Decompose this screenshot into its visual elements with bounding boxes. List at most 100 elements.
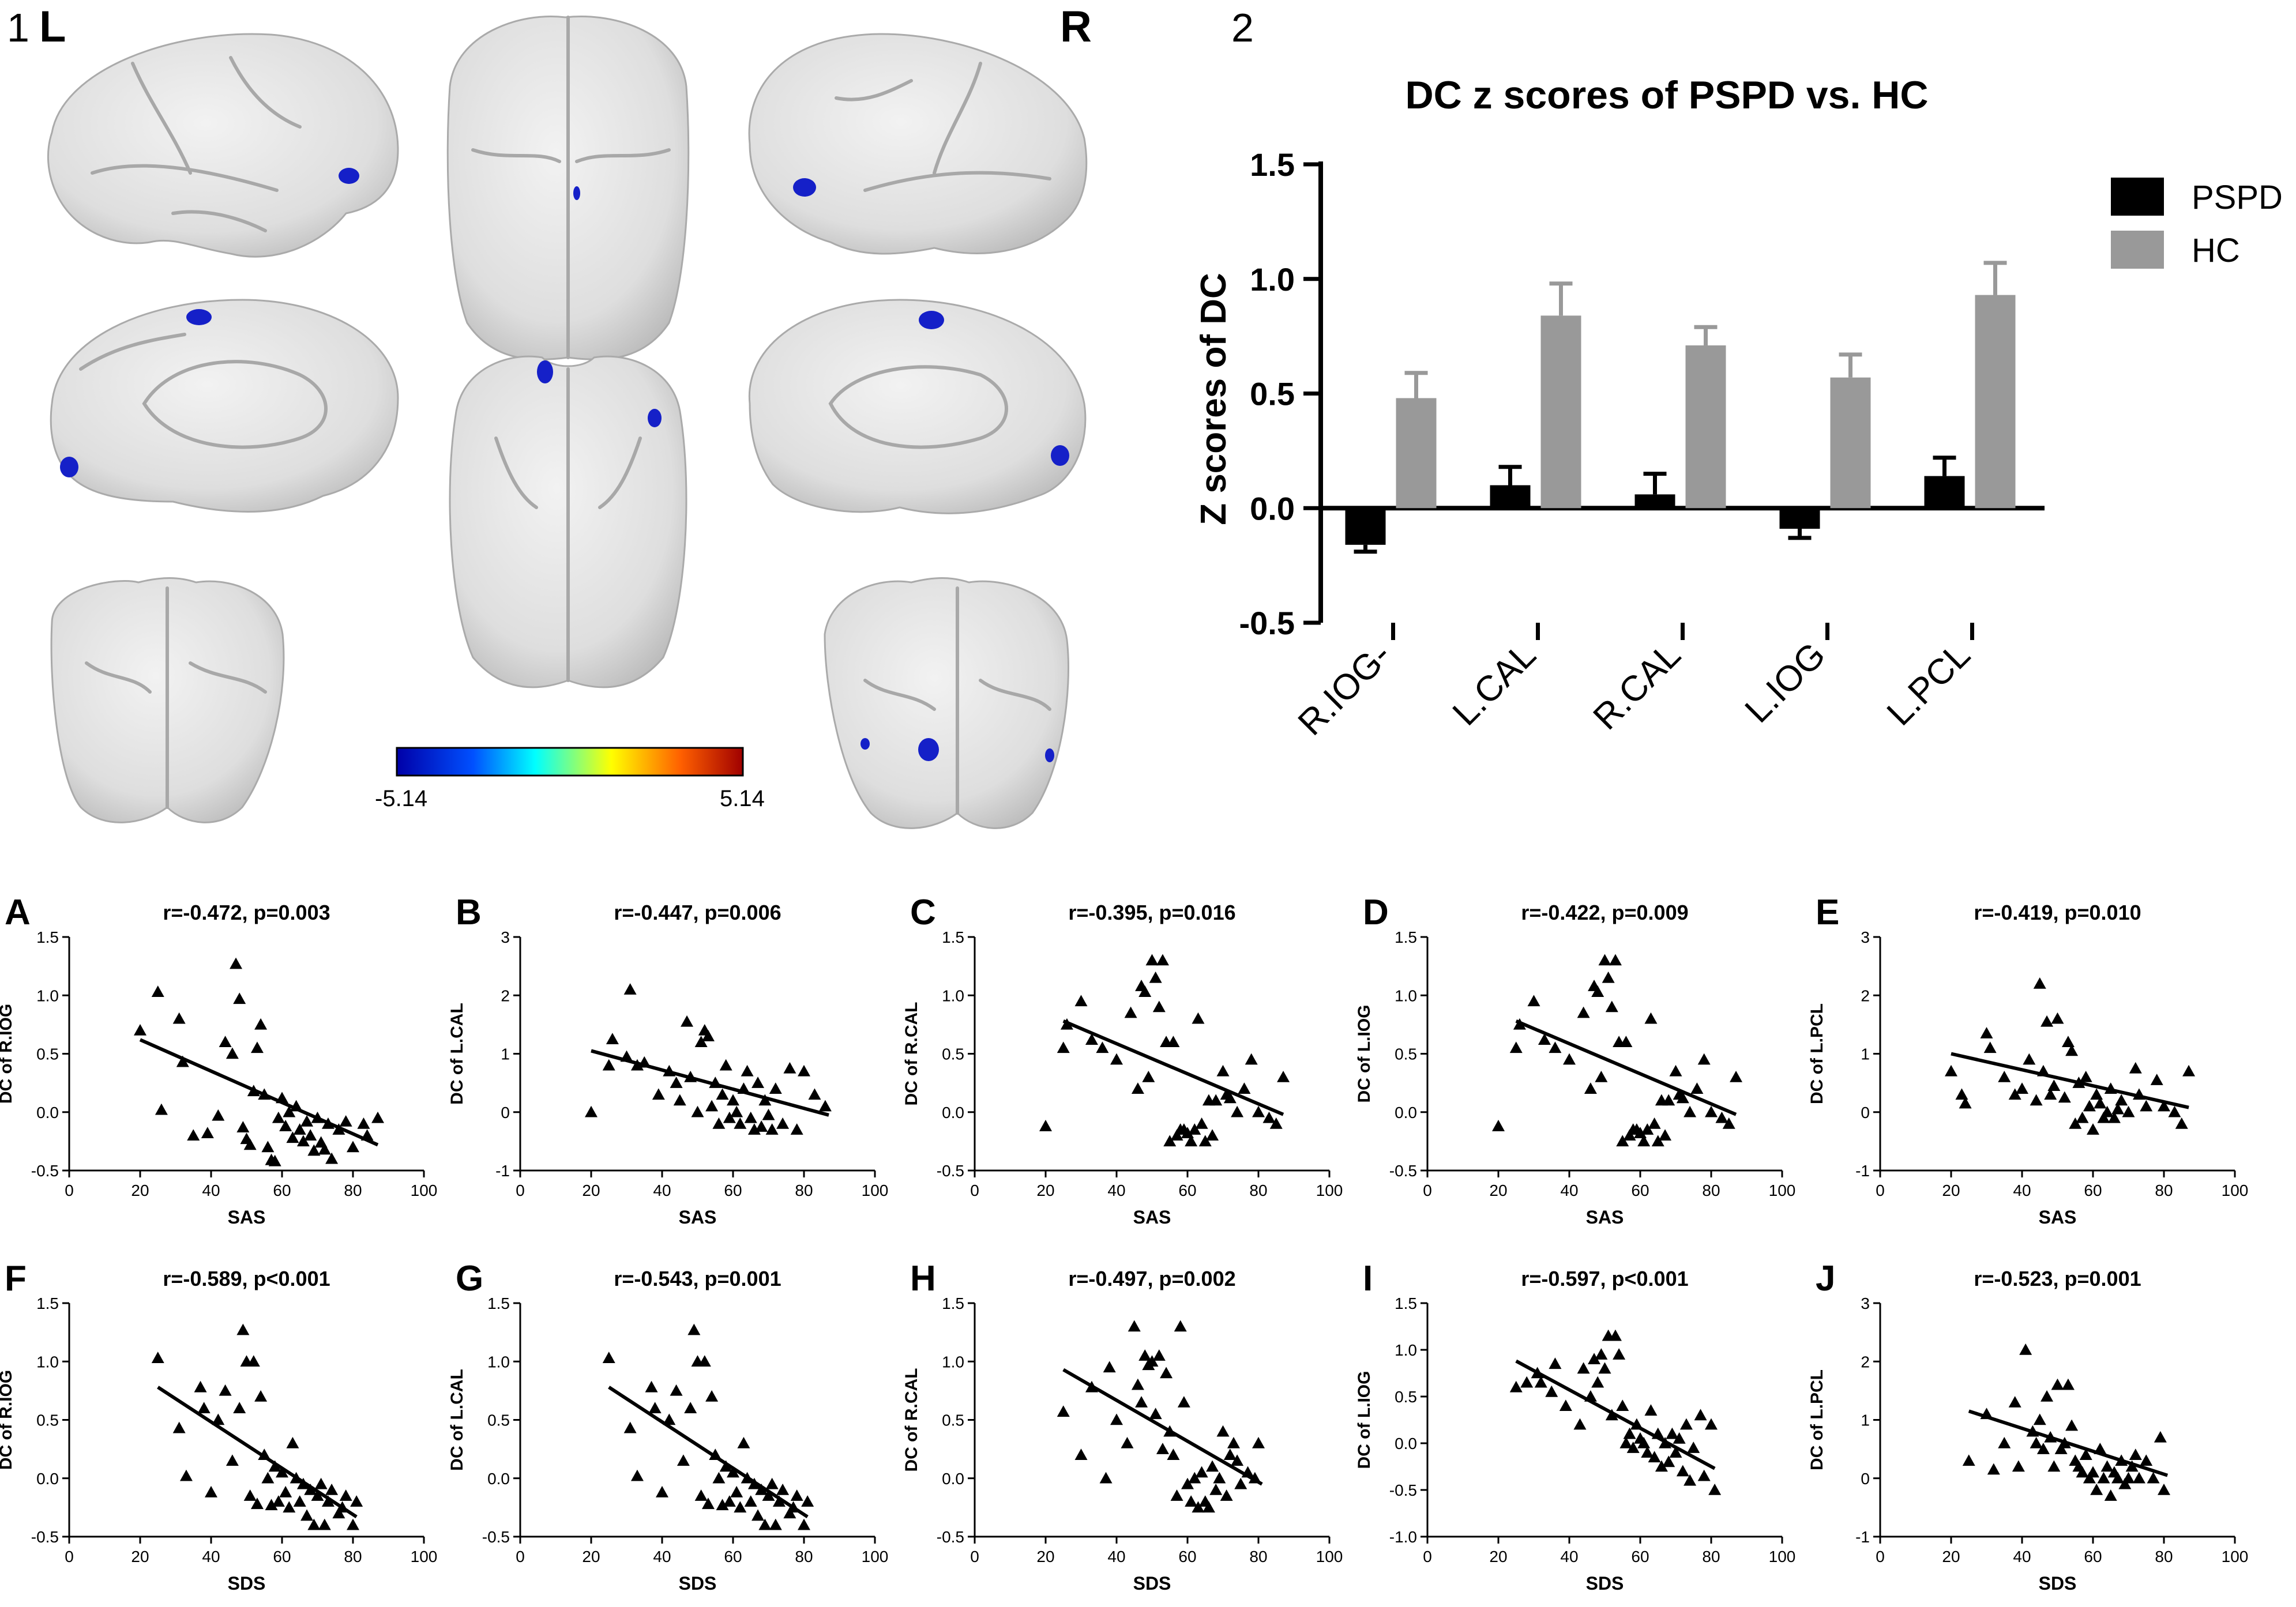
scatter-ytick-label: -0.5 [937,1528,964,1546]
scatter-point [765,1477,779,1489]
scatter-point [1959,1097,1972,1109]
scatter-point [2051,1378,2064,1390]
scatter-point [1216,1064,1230,1077]
scatter-xtick-label: 0 [516,1548,525,1565]
scatter-point [172,1421,186,1433]
scatter-ytick-label: 0 [1861,1470,1870,1488]
scatter-ytick-label: 0.5 [1395,1045,1417,1063]
cluster-rm-paracentral [919,311,944,329]
brain-right-lateral [748,33,1088,255]
scatter-point [623,1421,637,1433]
scatter-xtick-label: 40 [653,1181,671,1199]
scatter-point [1131,1378,1144,1390]
scatter-point [276,1466,288,1478]
scatter-point [1983,1041,1997,1053]
scatter-point [790,1489,803,1501]
scatter-point [2016,1082,2028,1094]
cluster-rp-left [918,738,939,761]
scatter-panel-letter: I [1363,1259,1373,1299]
scatter-fit-line [157,1386,358,1519]
scatter-ytick-label: 3 [1861,928,1870,946]
scatter-ytick-label: 0.5 [487,1412,510,1429]
scatter-point [2111,1471,2125,1484]
scatter-xtick-label: 20 [1036,1548,1054,1565]
scatter-xlabel: SDS [228,1573,266,1594]
scatter-point [1195,1117,1208,1129]
scatter-point [712,1117,726,1129]
bar-pspd [1924,476,1965,509]
scatter-fit-line [1515,1019,1737,1116]
cluster-ll-occipital [339,168,359,184]
scatter-title: r=-0.497, p=0.002 [1068,1267,1235,1290]
scatter-point [751,1509,765,1521]
scatter-ylabel: DC of L.PCL [1808,1369,1827,1470]
cluster-ventral-right [648,409,662,427]
left-hemisphere-label: L [39,2,66,51]
scatter-point [2051,1012,2064,1024]
brain-ll-sulcus-central [131,62,192,175]
scatter-point [1220,1489,1233,1501]
scatter-point [1666,1427,1679,1439]
scatter-xtick-label: 60 [2084,1548,2102,1565]
scatter-point [1216,1425,1230,1437]
scatter-point [1705,1105,1718,1117]
bar-category-label: L.IOG [1738,635,1833,731]
scatter-point [1085,1033,1098,1045]
brain-ll-sulcus-3 [171,210,267,232]
scatter-point [219,1384,232,1396]
scatter-point [2158,1100,2170,1112]
cluster-lm-occipital [60,457,78,477]
scatter-point [656,1486,668,1497]
scatter-fit-line [608,1386,809,1519]
scatter-point [2122,1471,2135,1484]
scatter-point [602,1059,615,1071]
scatter-xtick-label: 0 [970,1548,979,1565]
scatter-point [172,1012,186,1024]
scatter-point [783,1507,796,1519]
scatter-xtick-label: 100 [862,1548,889,1565]
scatter-xtick-label: 40 [202,1181,220,1199]
scatter-point [1641,1123,1654,1135]
scatter-point [2100,1460,2114,1472]
scatter-point [747,1123,761,1135]
scatter-point [318,1143,331,1155]
scatter-point [1163,1135,1177,1147]
scatter-point [1598,1362,1611,1374]
scatter-point [2140,1100,2153,1112]
scatter-point [1962,1454,1975,1466]
scatter-point [1192,1012,1205,1024]
scatter-xlabel: SAS [228,1207,266,1228]
scatter-ytick-label: -1 [1855,1528,1870,1546]
scatter-point [606,1033,619,1044]
scatter-ylabel: DC of L.IOG [1355,1371,1374,1469]
scatter-fit-line [139,1038,379,1147]
scatter-point [705,1100,719,1112]
scatter-point [300,1115,314,1127]
scatter-point [716,1499,729,1511]
scatter-point [705,1390,719,1402]
scatter-point [1188,1123,1201,1135]
scatter-title: r=-0.419, p=0.010 [1974,901,2141,924]
scatter-point [602,1352,615,1363]
scatter-point [719,1460,732,1472]
scatter-point [1684,1105,1697,1117]
scatter-panel-letter: D [1363,893,1389,932]
scatter-point [176,1055,189,1067]
scatter-point [300,1509,314,1521]
scatter-point [1980,1027,1993,1038]
scatter-point [585,1105,598,1117]
scatter-point [247,1355,260,1367]
scatter-point [1131,1082,1144,1094]
scatter-point [2122,1105,2135,1117]
scatter-xtick-label: 100 [411,1548,438,1565]
bar-pspd [1634,494,1675,509]
scatter-point [1577,1362,1590,1374]
scatter-xtick-label: 60 [1178,1548,1196,1565]
brain-left-lateral [47,33,399,258]
scatter-point [1651,1135,1664,1147]
scatter-point [1619,1437,1633,1448]
scatter-point [1202,1501,1215,1513]
bar-chart-title: DC z scores of PSPD vs. HC [1406,73,1929,117]
scatter-point [719,1059,732,1071]
scatter-point [1238,1082,1251,1094]
